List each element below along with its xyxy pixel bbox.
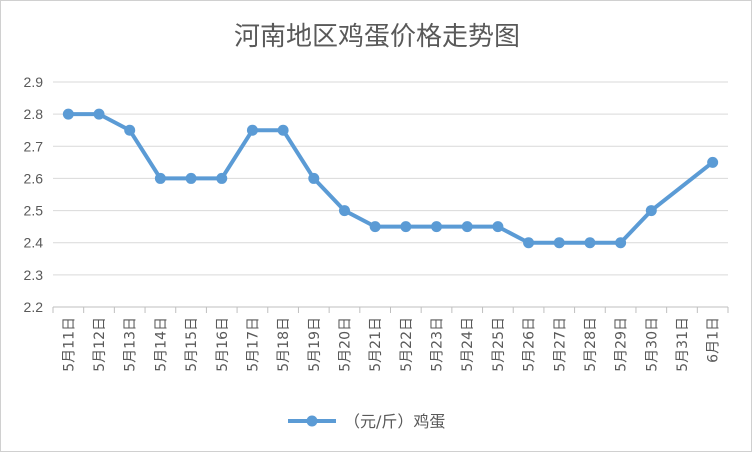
data-point: [124, 124, 136, 136]
data-point: [216, 172, 228, 184]
y-tick-label: 2.6: [24, 170, 44, 186]
data-point: [277, 124, 289, 136]
x-tick-label: 5月20日: [337, 317, 353, 372]
x-tick-label: 5月30日: [644, 317, 660, 372]
x-tick-label: 5月26日: [522, 317, 538, 372]
x-tick-label: 5月25日: [491, 317, 507, 372]
x-tick-label: 5月12日: [92, 317, 108, 372]
x-tick-label: 5月31日: [675, 317, 691, 372]
legend-label: （元/斤）鸡蛋: [344, 412, 445, 431]
x-tick-label: 6月1日: [706, 317, 722, 363]
y-tick-label: 2.5: [24, 203, 44, 219]
y-tick-label: 2.3: [24, 267, 44, 283]
data-point: [553, 237, 565, 249]
data-point: [645, 205, 657, 217]
y-tick-label: 2.7: [24, 138, 44, 154]
y-tick-label: 2.2: [24, 299, 44, 315]
legend: （元/斤）鸡蛋: [288, 412, 445, 431]
x-tick-label: 5月21日: [368, 317, 384, 372]
series-layer: [62, 108, 719, 249]
x-axis: 5月11日 5月12日 5月13日 5月14日 5月15日 5月16日 5月17日 5月18日…: [52, 307, 729, 372]
x-tick-label: 5月17日: [245, 317, 261, 372]
data-point: [62, 108, 74, 120]
x-tick-label: 5月24日: [460, 317, 476, 372]
x-tick-label: 5月18日: [276, 317, 292, 372]
x-tick-label: 5月19日: [307, 317, 323, 372]
data-point: [615, 237, 627, 249]
x-tick-label: 5月22日: [399, 317, 415, 372]
data-point: [492, 221, 504, 233]
x-tick-label: 5月27日: [552, 317, 568, 372]
gridlines: [53, 81, 728, 308]
x-tick-label: 5月13日: [123, 317, 139, 372]
data-point: [246, 124, 258, 136]
data-point: [431, 221, 443, 233]
x-tick-label: 5月11日: [61, 317, 77, 372]
y-axis: 2.2 2.3 2.4 2.5 2.6 2.7 2.8 2.9: [24, 74, 44, 315]
data-point: [185, 172, 197, 184]
legend-point-marker: [306, 415, 318, 427]
y-tick-label: 2.4: [24, 235, 44, 251]
data-point: [308, 172, 320, 184]
data-point: [707, 156, 719, 168]
data-point: [154, 172, 166, 184]
data-point: [93, 108, 105, 120]
data-point: [523, 237, 535, 249]
x-tick-label: 5月16日: [215, 317, 231, 372]
y-tick-label: 2.8: [24, 106, 44, 122]
x-tick-label: 5月23日: [430, 317, 446, 372]
data-point: [461, 221, 473, 233]
chart-title: 河南地区鸡蛋价格走势图: [234, 22, 520, 52]
y-tick-label: 2.9: [24, 74, 44, 90]
data-point: [584, 237, 596, 249]
x-tick-label: 5月14日: [153, 317, 169, 372]
x-tick-label: 5月28日: [583, 317, 599, 372]
x-tick-label: 5月15日: [184, 317, 200, 372]
data-point: [369, 221, 381, 233]
x-tick-label: 5月29日: [614, 317, 630, 372]
data-point: [338, 205, 350, 217]
data-point: [400, 221, 412, 233]
